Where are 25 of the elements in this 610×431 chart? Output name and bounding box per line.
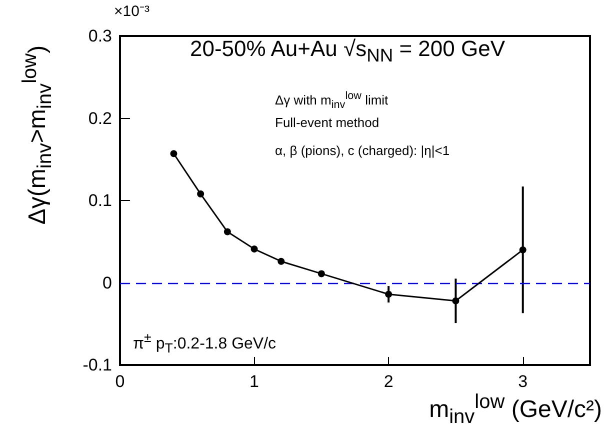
point bbox=[519, 246, 526, 254]
point bbox=[278, 258, 285, 265]
point bbox=[452, 297, 460, 304]
point bbox=[318, 270, 325, 278]
point bbox=[385, 290, 392, 298]
annotation: π$^{±}$ p$_{T}$:0.2-1.8 GeV/c bbox=[133, 330, 276, 356]
point bbox=[224, 228, 231, 236]
point bbox=[250, 246, 258, 253]
y-tick-label: 0.3 bbox=[88, 26, 112, 46]
y-tick-label: -0.1 bbox=[82, 356, 112, 374]
chart-title: 20-50% Au+Au √s$_{NN}$ = 200 GeV bbox=[190, 36, 505, 66]
text: ×10⁻³ bbox=[114, 2, 150, 20]
x-tick-label: 1 bbox=[250, 372, 260, 391]
annotation: Full-event method bbox=[275, 115, 380, 130]
y-tick-label: 0.1 bbox=[88, 191, 112, 210]
x-tick-label: 3 bbox=[518, 372, 528, 391]
y-tick-label: 0 bbox=[102, 273, 112, 292]
annotation: α, β (pions), c (charged): |η|<1 bbox=[275, 143, 450, 158]
annotation: Δγ with m$_{inv}$$^{low}$ limit bbox=[275, 90, 388, 111]
y-tick-label: 0.2 bbox=[88, 108, 112, 128]
x-axis-title: m$_{inv}$$^{low}$ (GeV/c²) bbox=[429, 391, 602, 429]
point bbox=[197, 190, 204, 198]
x-tick-label: 0 bbox=[115, 372, 125, 391]
point bbox=[170, 150, 178, 158]
x-tick-label: 2 bbox=[384, 372, 394, 391]
